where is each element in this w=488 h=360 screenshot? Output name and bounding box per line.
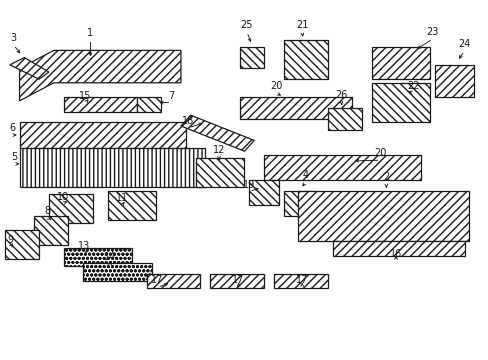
Text: 17: 17: [232, 275, 244, 285]
Polygon shape: [332, 241, 464, 256]
Polygon shape: [371, 47, 429, 79]
Text: 9: 9: [8, 235, 14, 245]
Polygon shape: [264, 155, 420, 180]
Polygon shape: [239, 97, 351, 119]
Polygon shape: [283, 40, 327, 79]
Text: 21: 21: [295, 20, 308, 30]
Polygon shape: [107, 191, 156, 220]
Polygon shape: [181, 115, 254, 151]
Polygon shape: [20, 122, 185, 148]
Polygon shape: [20, 148, 205, 187]
Polygon shape: [83, 263, 151, 281]
Text: 20: 20: [373, 148, 386, 158]
Text: 14: 14: [103, 252, 116, 262]
Text: 6: 6: [9, 123, 15, 133]
Polygon shape: [283, 191, 312, 216]
Text: 19: 19: [243, 180, 255, 190]
Text: 5: 5: [12, 152, 18, 162]
Text: 3: 3: [11, 33, 17, 43]
Polygon shape: [239, 47, 264, 68]
Text: 2: 2: [383, 172, 388, 182]
Polygon shape: [5, 230, 39, 259]
Text: 20: 20: [269, 81, 282, 91]
Text: 17: 17: [151, 275, 163, 285]
Polygon shape: [195, 158, 244, 187]
Text: 10: 10: [56, 192, 69, 202]
Text: 26: 26: [334, 90, 347, 100]
Text: 23: 23: [426, 27, 438, 37]
Polygon shape: [249, 180, 278, 205]
Polygon shape: [10, 58, 49, 79]
Polygon shape: [63, 97, 137, 112]
Polygon shape: [327, 108, 361, 130]
Text: 22: 22: [406, 81, 419, 91]
Text: 12: 12: [212, 145, 225, 155]
Text: 13: 13: [78, 241, 90, 251]
Text: 25: 25: [240, 20, 253, 30]
Text: 16: 16: [389, 249, 402, 259]
Polygon shape: [49, 194, 93, 223]
Text: 15: 15: [79, 91, 92, 101]
Polygon shape: [137, 97, 161, 112]
Text: 11: 11: [116, 193, 128, 203]
Polygon shape: [210, 274, 264, 288]
Text: 1: 1: [87, 28, 93, 38]
Polygon shape: [434, 65, 473, 97]
Text: 8: 8: [45, 206, 51, 216]
Text: 7: 7: [168, 91, 174, 101]
Polygon shape: [298, 191, 468, 241]
Polygon shape: [34, 216, 68, 245]
Polygon shape: [146, 274, 200, 288]
Text: 24: 24: [457, 39, 470, 49]
Polygon shape: [371, 83, 429, 122]
Polygon shape: [63, 248, 132, 266]
Text: 4: 4: [302, 170, 308, 180]
Polygon shape: [20, 50, 181, 101]
Polygon shape: [273, 274, 327, 288]
Text: 18: 18: [182, 116, 194, 126]
Text: 17: 17: [295, 275, 308, 285]
